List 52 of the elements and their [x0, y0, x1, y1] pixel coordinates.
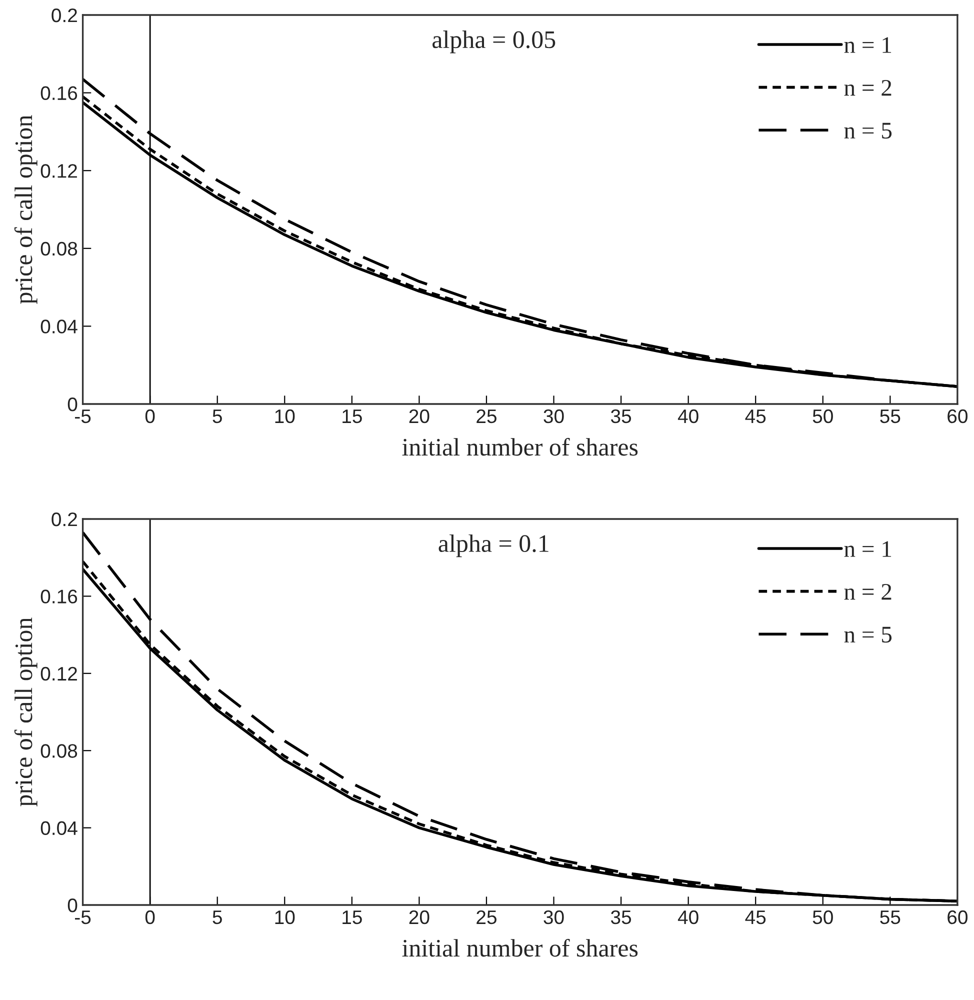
x-tick-label: 0	[145, 409, 155, 424]
annotation: alpha = 0.1	[438, 534, 548, 558]
legend-label: n = 2	[844, 80, 892, 96]
x-tick-label: 35	[610, 910, 632, 924]
x-tick-label: 60	[948, 409, 968, 424]
annotation: alpha = 0.05	[432, 30, 556, 54]
y-axis-title: price of call option	[14, 618, 38, 806]
legend-label: n = 2	[844, 584, 892, 600]
x-tick-label: 25	[476, 409, 496, 424]
y-tick-label: 0.2	[52, 8, 77, 22]
x-axis-title: initial number of shares	[402, 938, 638, 957]
y-tick-label: 0.16	[40, 590, 78, 604]
x-tick-label: 50	[812, 910, 833, 924]
legend-label: n = 1	[844, 37, 892, 53]
y-tick-label: 0.2	[52, 512, 77, 526]
x-tick-label: 10	[275, 910, 295, 924]
x-tick-label: 60	[948, 910, 968, 924]
y-tick-label: 0	[68, 898, 78, 912]
y-tick-label: 0.08	[40, 242, 78, 256]
y-tick-label: 0.04	[40, 320, 78, 334]
x-tick-label: -5	[75, 910, 91, 924]
x-tick-label: 25	[476, 910, 496, 924]
x-tick-label: 20	[409, 409, 430, 424]
x-tick-label: 15	[342, 410, 362, 424]
x-axis-title: initial number of shares	[402, 438, 638, 456]
x-tick-label: 45	[745, 410, 766, 424]
legend-label: n = 1	[844, 541, 892, 557]
x-tick-label: 35	[610, 409, 632, 424]
legend-label: n = 5	[844, 626, 892, 643]
x-tick-label: 0	[145, 910, 155, 924]
x-tick-label: 15	[342, 910, 362, 924]
x-tick-label: 30	[544, 910, 564, 924]
y-tick-label: 0.08	[40, 744, 78, 758]
y-tick-label: 0	[68, 397, 78, 412]
x-tick-label: 45	[745, 910, 766, 924]
y-tick-label: 0.16	[40, 86, 78, 100]
x-tick-label: 50	[812, 409, 833, 424]
y-tick-label: 0.12	[40, 666, 77, 681]
x-tick-label: 10	[275, 409, 295, 424]
y-tick-label: 0.04	[40, 821, 78, 836]
x-tick-label: 40	[678, 409, 698, 424]
x-tick-label: 55	[880, 910, 900, 924]
x-tick-label: 20	[409, 910, 430, 924]
y-tick-label: 0.12	[40, 164, 77, 178]
x-tick-label: -5	[75, 410, 91, 424]
x-tick-label: 55	[880, 410, 900, 424]
y-axis-title: price of call option	[14, 115, 38, 304]
x-tick-label: 40	[678, 910, 698, 924]
legend-label: n = 5	[844, 122, 892, 139]
x-tick-label: 5	[212, 410, 222, 424]
x-tick-label: 5	[212, 910, 222, 924]
x-tick-label: 30	[544, 409, 564, 424]
